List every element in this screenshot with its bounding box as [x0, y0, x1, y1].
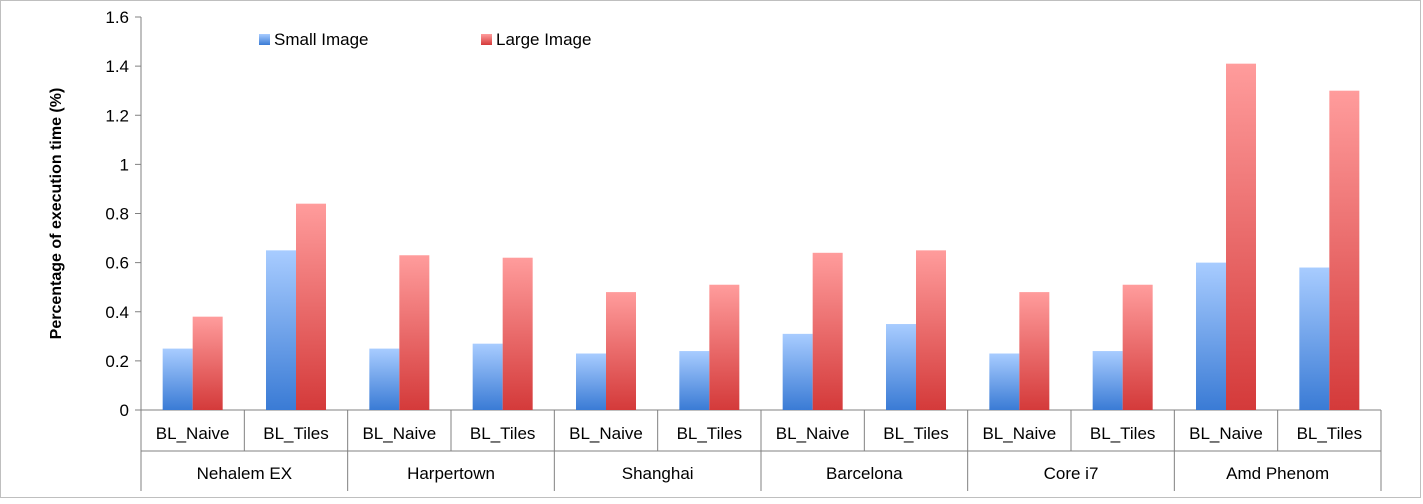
x-category-label: BL_Tiles [677, 424, 743, 443]
y-tick-label: 0.4 [105, 303, 129, 322]
bar-small-image [576, 353, 606, 410]
x-category-label: BL_Naive [362, 424, 436, 443]
legend-swatch [481, 34, 492, 45]
bar-large-image [502, 257, 533, 410]
bar-large-image [606, 292, 636, 410]
bar-large-image [1226, 63, 1256, 410]
labels: 0 0.2 0.4 0.6 0.8 1 1.2 1.4 1.6 Percentage of exe… [48, 8, 1362, 483]
x-group-label: Barcelona [826, 464, 903, 483]
axes [135, 16, 1382, 491]
bar-small-image [989, 353, 1020, 410]
x-category-label: BL_Naive [776, 424, 850, 443]
y-tick-label: 0.8 [105, 205, 129, 224]
bar-large-image [1329, 90, 1360, 410]
bar-small-image [1196, 262, 1226, 410]
bar-large-image [296, 203, 326, 410]
x-category-label: BL_Naive [156, 424, 230, 443]
bar-large-image [192, 316, 223, 410]
bar-large-image [1122, 284, 1153, 410]
bar-small-image [782, 333, 813, 410]
bars [162, 63, 1360, 410]
bar-small-image [472, 343, 503, 410]
x-category-label: BL_Tiles [470, 424, 536, 443]
x-group-label: Harpertown [407, 464, 495, 483]
bar-small-image [369, 348, 400, 410]
bar-small-image [266, 250, 296, 410]
y-tick-label: 1.2 [105, 106, 129, 125]
bar-large-image [916, 250, 946, 410]
x-category-label: BL_Tiles [883, 424, 949, 443]
x-category-label: BL_Tiles [1297, 424, 1363, 443]
y-tick-label: 1.4 [105, 57, 129, 76]
bar-small-image [1299, 267, 1330, 410]
bar-small-image [1092, 351, 1123, 410]
x-category-label: BL_Tiles [263, 424, 329, 443]
bar-large-image [709, 284, 740, 410]
bar-small-image [886, 324, 916, 410]
y-tick-label: 0.6 [105, 254, 129, 273]
bar-small-image [679, 351, 710, 410]
bar-large-image [1019, 292, 1050, 410]
y-axis-label: Percentage of execution time (%) [48, 88, 65, 340]
y-tick-label: 1 [120, 155, 129, 174]
x-category-label: BL_Naive [982, 424, 1056, 443]
y-tick-label: 0.2 [105, 352, 129, 371]
x-category-label: BL_Naive [569, 424, 643, 443]
legend: Small Image Large Image [259, 30, 591, 49]
bar-large-image [812, 252, 843, 410]
bar-small-image [162, 348, 193, 410]
x-group-label: Core i7 [1044, 464, 1099, 483]
y-tick-label: 0 [120, 401, 129, 420]
x-category-label: BL_Naive [1189, 424, 1263, 443]
x-group-label: Nehalem EX [197, 464, 292, 483]
legend-label: Large Image [496, 30, 591, 49]
x-category-label: BL_Tiles [1090, 424, 1156, 443]
y-tick-label: 1.6 [105, 8, 129, 27]
x-group-label: Shanghai [622, 464, 694, 483]
bar-large-image [399, 255, 430, 410]
x-group-label: Amd Phenom [1226, 464, 1329, 483]
legend-swatch [259, 34, 270, 45]
legend-label: Small Image [274, 30, 368, 49]
